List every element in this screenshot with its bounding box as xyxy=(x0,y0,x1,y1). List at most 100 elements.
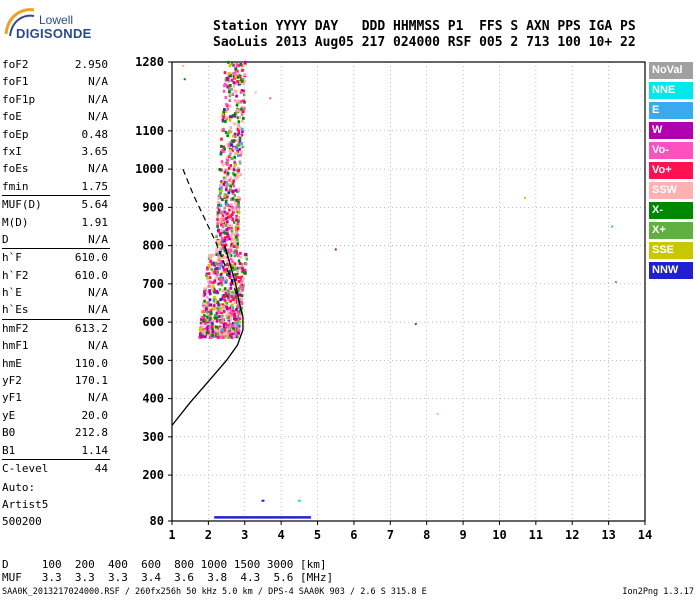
echo-point xyxy=(236,254,240,258)
echo-point xyxy=(235,248,238,252)
parameter-value: 1.75 xyxy=(81,179,109,193)
echo-point xyxy=(209,254,213,258)
echo-point xyxy=(224,277,227,281)
echo-point xyxy=(223,287,227,291)
parameter-separator xyxy=(2,195,110,197)
legend-item: Vo+ xyxy=(649,162,693,179)
echo-point xyxy=(226,325,230,329)
echo-point xyxy=(217,228,220,232)
echo-point xyxy=(220,137,223,141)
echo-point xyxy=(220,328,224,332)
y-tick-label: 200 xyxy=(142,468,164,482)
echo-point xyxy=(205,273,208,277)
echo-point xyxy=(218,167,222,171)
echo-point xyxy=(234,221,238,225)
echo-point xyxy=(214,267,217,271)
echo-point xyxy=(230,224,233,228)
legend-item: X- xyxy=(649,202,693,219)
echo-point xyxy=(227,254,231,258)
echo-point xyxy=(226,163,229,167)
echo-point xyxy=(237,187,241,191)
echo-point xyxy=(227,335,230,339)
echo-point xyxy=(209,266,212,270)
x-tick-label: 3 xyxy=(241,528,248,542)
parameter-label: C-level xyxy=(2,461,49,475)
echo-point xyxy=(225,228,228,232)
muf-table: D 100 200 400 600 800 1000 1500 3000 [km… xyxy=(2,558,333,584)
low-layer-point xyxy=(297,516,301,519)
echo-point xyxy=(235,319,239,323)
echo-point xyxy=(229,281,233,285)
parameter-value: 212.8 xyxy=(74,426,108,440)
echo-point xyxy=(233,264,237,268)
echo-point xyxy=(199,321,203,325)
echo-point xyxy=(233,251,236,255)
echo-point xyxy=(229,286,233,290)
echo-point xyxy=(237,329,241,333)
parameter-value: 2.950 xyxy=(74,58,108,71)
parameter-label: foF1 xyxy=(2,75,29,89)
echo-point xyxy=(206,326,210,330)
echo-point xyxy=(220,144,223,148)
echo-point xyxy=(224,236,227,240)
echo-point xyxy=(234,273,237,277)
echo-point xyxy=(236,109,239,113)
echo-point xyxy=(234,152,237,156)
echo-point xyxy=(232,168,236,172)
echo-point xyxy=(219,152,223,156)
echo-point xyxy=(208,284,211,288)
echo-point xyxy=(222,325,226,329)
echo-point xyxy=(243,73,247,77)
echo-point xyxy=(232,268,236,272)
legend-item: SSW xyxy=(649,182,693,199)
echo-point xyxy=(205,295,209,299)
echo-point xyxy=(210,268,214,272)
echo-point xyxy=(213,301,217,305)
echo-point xyxy=(222,318,226,322)
echo-point xyxy=(218,261,221,265)
echo-point xyxy=(241,68,244,72)
parameter-separator xyxy=(2,248,110,250)
echo-point xyxy=(216,239,220,243)
echo-point xyxy=(225,185,228,189)
low-layer-point xyxy=(299,516,303,519)
echo-point xyxy=(224,176,228,180)
echo-point xyxy=(237,203,241,207)
echo-point xyxy=(237,319,240,323)
echo-point xyxy=(216,261,219,265)
echo-point xyxy=(225,279,228,283)
parameter-value: N/A xyxy=(88,303,108,317)
echo-point xyxy=(226,232,229,236)
echo-point xyxy=(229,188,233,192)
echo-point xyxy=(238,147,241,151)
parameter-row: foE N/A xyxy=(2,108,110,125)
echo-point xyxy=(219,330,222,334)
echo-point xyxy=(236,224,240,228)
x-tick-label: 13 xyxy=(601,528,615,542)
parameter-label: foF2 xyxy=(2,58,29,71)
echo-point xyxy=(241,288,244,292)
echo-point xyxy=(223,249,227,253)
echo-point xyxy=(233,193,237,197)
echo-point xyxy=(215,334,218,338)
echo-point xyxy=(231,148,234,152)
echo-point xyxy=(227,287,231,291)
parameter-value: 610.0 xyxy=(74,268,108,282)
echo-point xyxy=(217,241,220,245)
muf-value-row: MUF 3.3 3.3 3.3 3.4 3.6 3.8 4.3 5.6 [MHz… xyxy=(2,571,334,584)
echo-point xyxy=(211,271,215,275)
parameter-row: MUF(D) 5.64 xyxy=(2,196,110,213)
echo-point xyxy=(230,202,233,206)
echo-point xyxy=(235,112,238,116)
echo-point xyxy=(233,99,237,103)
echo-point xyxy=(220,198,224,202)
parameter-row: foF2 2.950 xyxy=(2,56,110,73)
echo-point xyxy=(201,325,204,329)
echo-point xyxy=(220,150,223,154)
echo-point xyxy=(229,184,232,188)
scatter-point xyxy=(414,323,417,326)
echo-point xyxy=(240,113,244,117)
echo-point xyxy=(206,285,210,289)
